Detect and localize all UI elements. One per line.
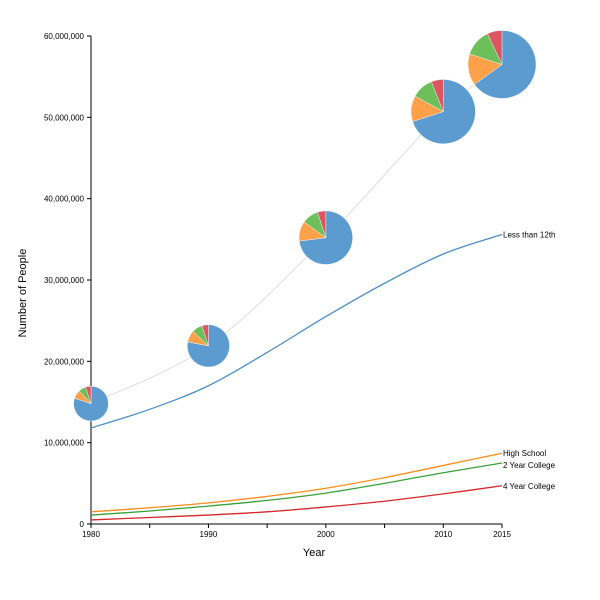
pie-slice (431, 79, 444, 112)
series-label: 4 Year College (503, 482, 556, 491)
y-tick-label: 20,000,000 (44, 357, 85, 366)
pie-2015 (467, 30, 537, 99)
x-tick-label: 1990 (200, 530, 218, 539)
y-tick-label: 0 (80, 520, 85, 529)
pie-2010 (410, 79, 476, 144)
x-axis-title: Year (303, 547, 326, 559)
pie-1980 (73, 386, 109, 422)
y-tick-label: 10,000,000 (44, 439, 85, 448)
series-labels: Less than 12th High School 2 Year College 4… (503, 230, 556, 490)
x-tick-label: 1980 (82, 530, 100, 539)
series-line-less-than-12th (90, 233, 503, 429)
y-tick-label: 60,000,000 (44, 32, 85, 41)
series-label: Less than 12th (503, 230, 555, 239)
pie-slice (85, 386, 92, 404)
series-label: 2 Year College (503, 461, 556, 470)
axes: 0 10,000,000 20,000,000 30,000,000 40,000,00… (44, 32, 511, 539)
pie-slice (412, 79, 476, 144)
series-line-high-school (90, 452, 503, 513)
pie-2000 (298, 210, 353, 265)
y-axis-title: Number of People (17, 249, 29, 338)
series-lines (90, 233, 503, 521)
y-tick-label: 40,000,000 (44, 195, 85, 204)
series-line-2-year-college (90, 462, 503, 516)
pie-markers (73, 30, 537, 422)
series-line-4-year-college (90, 485, 503, 521)
pie-slice (317, 210, 327, 238)
series-label: High School (503, 449, 546, 458)
pie-slice (201, 324, 209, 346)
pie-1990 (187, 324, 230, 368)
x-tick-label: 2000 (317, 530, 335, 539)
x-tick-label: 2010 (434, 530, 452, 539)
y-tick-label: 30,000,000 (44, 276, 85, 285)
pie-slice (474, 30, 537, 99)
pie-slice (487, 30, 503, 65)
x-tick-label: 2015 (493, 530, 511, 539)
y-tick-label: 50,000,000 (44, 113, 85, 122)
